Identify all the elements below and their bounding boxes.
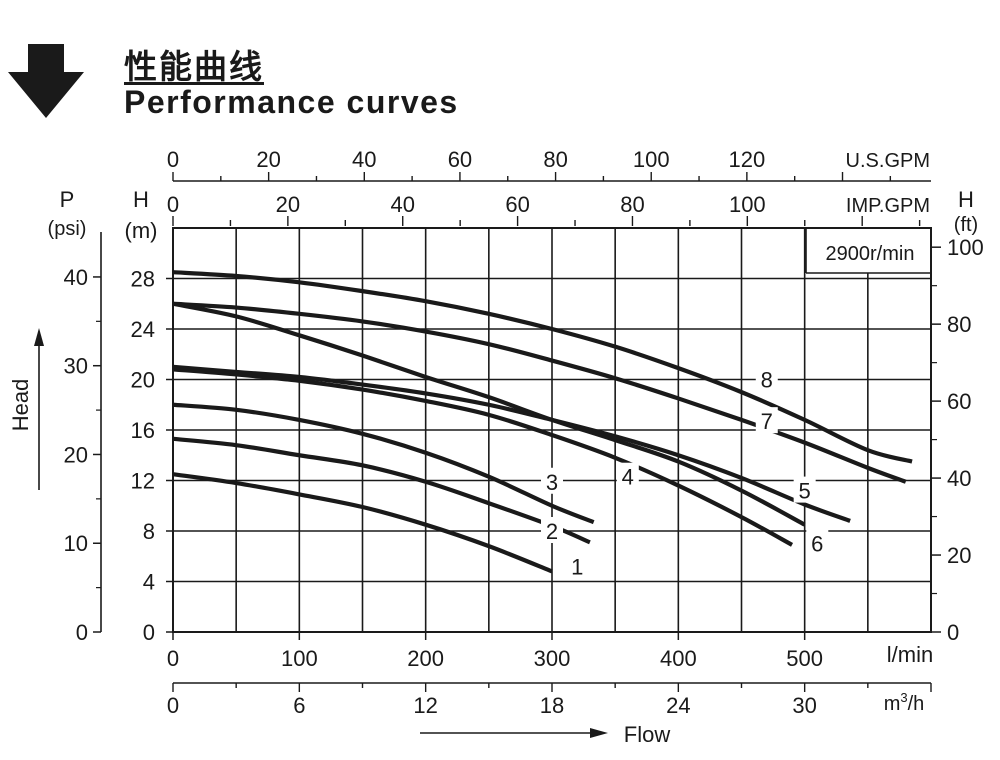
ft-tick-label: 20 xyxy=(947,543,971,568)
x-tick-label-lmin: 300 xyxy=(534,646,571,671)
y-tick-label-m: 28 xyxy=(131,267,155,292)
usgpm-tick-label: 20 xyxy=(256,147,280,172)
curve-5 xyxy=(172,364,851,523)
x-axis-unit-m3h: m3/h xyxy=(884,690,925,715)
psi-tick-label: 40 xyxy=(64,265,88,290)
curve-label-bg xyxy=(755,365,778,392)
flow-axis-label: Flow xyxy=(624,722,671,747)
x-tick-label-lmin: 400 xyxy=(660,646,697,671)
curve-label-3: 3 xyxy=(546,470,558,495)
y-tick-label-m: 0 xyxy=(143,620,155,645)
x-tick-label-m3h: 0 xyxy=(167,693,179,718)
curve-label-7: 7 xyxy=(761,409,773,434)
title-chinese: 性能曲线 xyxy=(124,47,264,86)
curve-7 xyxy=(172,301,907,484)
usgpm-tick-label: 80 xyxy=(543,147,567,172)
impgpm-tick-label: 80 xyxy=(620,192,644,217)
flow-arrow-icon xyxy=(590,728,608,738)
x-tick-label-m3h: 6 xyxy=(293,693,305,718)
title-english: Performance curves xyxy=(124,84,459,120)
ft-axis-label-h: H xyxy=(958,187,974,212)
curve-label-1: 1 xyxy=(571,554,583,579)
curve-label-bg xyxy=(755,407,778,434)
head-arrow-icon xyxy=(34,328,44,346)
y-tick-label-m: 16 xyxy=(131,418,155,443)
curve-3 xyxy=(172,402,595,525)
curve-6 xyxy=(172,301,806,527)
psi-axis-label-p: P xyxy=(60,187,75,212)
curve-label-bg xyxy=(616,462,639,489)
y-tick-label-m: 24 xyxy=(131,317,155,342)
y-tick-label-m: 20 xyxy=(131,368,155,393)
psi-tick-label: 0 xyxy=(76,620,88,645)
usgpm-tick-label: 40 xyxy=(352,147,376,172)
y-axis-label-h-m: H xyxy=(133,187,149,212)
curve-label-2: 2 xyxy=(546,519,558,544)
ft-axis-unit: (ft) xyxy=(954,214,978,236)
impgpm-axis-unit: IMP.GPM xyxy=(846,195,930,217)
header: 性能曲线 Performance curves xyxy=(0,0,600,130)
impgpm-tick-label: 60 xyxy=(505,192,529,217)
ft-tick-label: 100 xyxy=(947,235,984,260)
usgpm-axis-unit: U.S.GPM xyxy=(846,150,930,172)
impgpm-tick-label: 100 xyxy=(729,192,766,217)
x-tick-label-lmin: 0 xyxy=(167,646,179,671)
curve-label-bg xyxy=(566,552,589,579)
x-tick-label-lmin: 200 xyxy=(407,646,444,671)
usgpm-tick-label: 0 xyxy=(167,147,179,172)
x-tick-label-m3h: 18 xyxy=(540,693,564,718)
psi-axis-unit: (psi) xyxy=(48,218,87,240)
curve-label-bg xyxy=(806,529,829,556)
impgpm-tick-label: 40 xyxy=(390,192,414,217)
x-tick-label-lmin: 500 xyxy=(786,646,823,671)
curve-label-4: 4 xyxy=(622,465,634,490)
y-axis-unit-m: (m) xyxy=(125,218,158,243)
speed-annotation: 2900r/min xyxy=(826,243,915,265)
psi-tick-label: 20 xyxy=(64,442,88,467)
curve-label-bg xyxy=(541,467,563,494)
down-arrow-icon xyxy=(8,44,84,118)
impgpm-tick-label: 20 xyxy=(276,192,300,217)
x-tick-label-m3h: 24 xyxy=(666,693,690,718)
y-tick-label-m: 4 xyxy=(143,570,155,595)
ft-tick-label: 0 xyxy=(947,620,959,645)
psi-tick-label: 30 xyxy=(64,354,88,379)
usgpm-tick-label: 120 xyxy=(729,147,766,172)
usgpm-tick-label: 60 xyxy=(448,147,472,172)
curve-8 xyxy=(172,270,913,464)
psi-tick-label: 10 xyxy=(64,531,88,556)
curve-1 xyxy=(172,472,553,574)
curve-label-8: 8 xyxy=(761,368,773,393)
head-axis-label: Head xyxy=(8,379,33,432)
x-axis-unit-lmin: l/min xyxy=(887,642,933,667)
y-tick-label-m: 8 xyxy=(143,519,155,544)
y-tick-label-m: 12 xyxy=(131,469,155,494)
curve-label-bg xyxy=(541,517,563,543)
curve-label-bg xyxy=(793,476,816,503)
ft-tick-label: 40 xyxy=(947,466,971,491)
curve-4 xyxy=(172,367,794,547)
curve-label-6: 6 xyxy=(811,532,823,557)
curve-label-5: 5 xyxy=(799,479,811,504)
usgpm-tick-label: 100 xyxy=(633,147,670,172)
x-tick-label-m3h: 12 xyxy=(413,693,437,718)
x-tick-label-m3h: 30 xyxy=(792,693,816,718)
ft-tick-label: 60 xyxy=(947,389,971,414)
x-tick-label-lmin: 100 xyxy=(281,646,318,671)
impgpm-tick-label: 0 xyxy=(167,192,179,217)
annotation-box xyxy=(806,229,930,273)
ft-tick-label: 80 xyxy=(947,312,971,337)
